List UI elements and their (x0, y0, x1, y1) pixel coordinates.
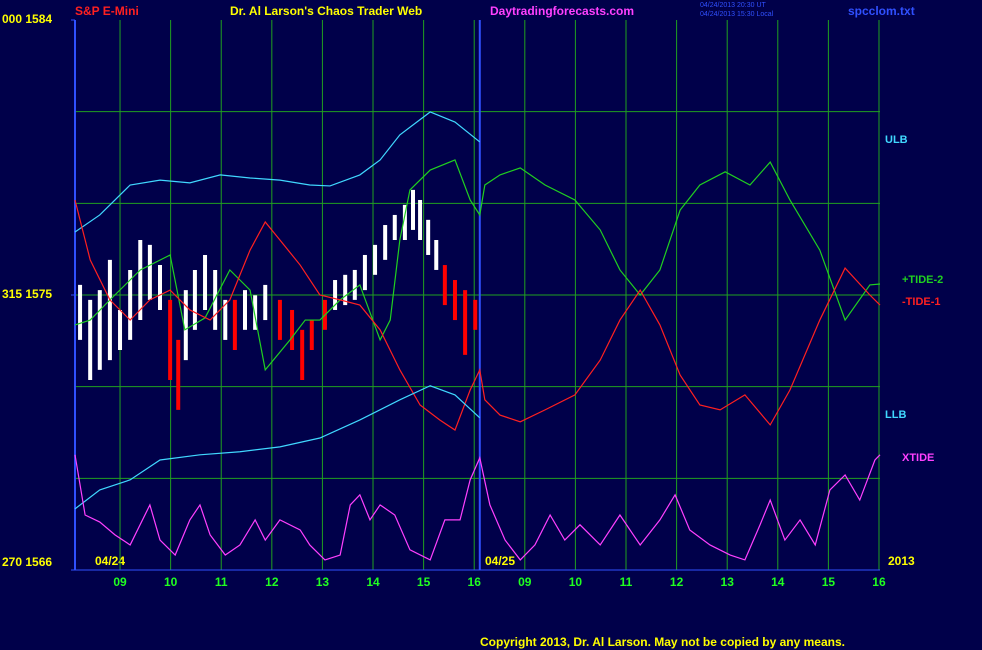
copyright: Copyright 2013, Dr. Al Larson. May not b… (480, 635, 845, 649)
year-label: 2013 (888, 554, 915, 568)
legend-label: ULB (885, 134, 908, 146)
x-tick-label: 16 (468, 575, 482, 589)
x-tick-label: 12 (265, 575, 279, 589)
x-tick-label: 13 (721, 575, 735, 589)
series-line (74, 385, 481, 510)
series-line (74, 199, 881, 431)
y-tick-label: 270 1566 (2, 555, 52, 569)
website: Daytradingforecasts.com (490, 4, 634, 18)
legend-label: LLB (885, 409, 906, 421)
x-tick-label: 15 (417, 575, 431, 589)
date-label: 04/25 (485, 554, 515, 568)
x-tick-label: 12 (670, 575, 684, 589)
chart-title: Dr. Al Larson's Chaos Trader Web (230, 4, 422, 18)
timestamp: 04/24/2013 20:30 UT (700, 2, 766, 9)
series-line (74, 454, 881, 561)
y-tick-label: 315 1575 (2, 287, 52, 301)
instrument-label: S&P E-Mini (75, 4, 139, 18)
x-tick-label: 15 (822, 575, 836, 589)
filename: spcclom.txt (848, 4, 915, 18)
x-tick-label: 14 (771, 575, 785, 589)
legend-label: +TIDE-2 (902, 274, 943, 286)
x-tick-label: 09 (113, 575, 127, 589)
x-tick-label: 16 (872, 575, 886, 589)
x-tick-label: 14 (366, 575, 380, 589)
timestamp: 04/24/2013 15:30 Local (700, 11, 774, 18)
x-tick-label: 10 (164, 575, 178, 589)
x-tick-label: 09 (518, 575, 532, 589)
x-tick-label: 11 (620, 575, 633, 589)
x-tick-label: 13 (316, 575, 330, 589)
date-label: 04/24 (95, 554, 125, 568)
series-line (74, 159, 881, 372)
x-tick-label: 11 (215, 575, 228, 589)
series-line (74, 111, 481, 233)
legend-label: XTIDE (902, 452, 934, 464)
x-tick-label: 10 (569, 575, 583, 589)
y-tick-label: 000 1584 (2, 12, 52, 26)
legend-label: -TIDE-1 (902, 296, 941, 308)
